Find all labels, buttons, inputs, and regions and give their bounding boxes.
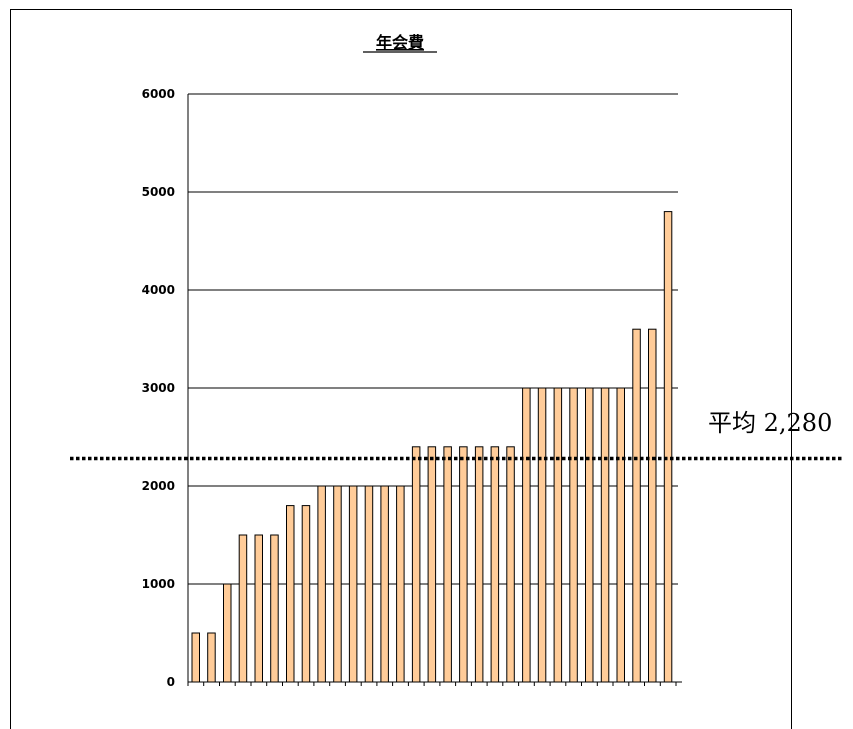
bar — [537, 387, 547, 683]
y-tick-label: 2000 — [142, 479, 175, 493]
bar — [364, 485, 374, 683]
bar — [506, 446, 515, 683]
bar — [223, 583, 232, 683]
average-label: 平均 2,280 — [708, 409, 832, 437]
bar — [585, 387, 594, 683]
bar — [238, 534, 248, 683]
bar — [490, 446, 500, 683]
bar — [301, 505, 311, 683]
bar — [286, 505, 295, 683]
y-tick-label: 3000 — [142, 381, 175, 395]
bar — [380, 485, 389, 683]
y-tick-label: 5000 — [142, 185, 175, 199]
bar — [522, 387, 531, 683]
x-axis — [187, 681, 682, 686]
chart-frame — [10, 9, 792, 729]
y-tick-label: 6000 — [142, 87, 175, 101]
bar — [427, 446, 437, 683]
bar — [207, 632, 216, 683]
bar — [254, 534, 263, 683]
bar — [348, 485, 358, 683]
bar — [600, 387, 610, 683]
bar — [616, 387, 625, 683]
average-line-group: 平均 2,280 — [70, 409, 842, 461]
bar — [333, 485, 342, 683]
bar — [648, 328, 657, 683]
y-tick-labels: 0 1000 2000 3000 4000 5000 6000 — [142, 87, 175, 689]
bar — [270, 534, 279, 683]
bar — [632, 328, 641, 683]
bar — [396, 485, 405, 683]
y-tick-label: 0 — [167, 675, 175, 689]
y-tick-label: 1000 — [142, 577, 175, 591]
bar — [411, 446, 421, 683]
bar — [459, 446, 468, 683]
bar — [317, 485, 326, 683]
bar — [474, 446, 484, 683]
bar — [569, 387, 578, 683]
bar — [191, 632, 200, 683]
bars — [191, 211, 673, 683]
bar — [663, 211, 673, 683]
bar — [553, 387, 563, 683]
y-tick-label: 4000 — [142, 283, 175, 297]
chart-title: 年会費 — [376, 33, 424, 52]
bar — [443, 446, 452, 683]
